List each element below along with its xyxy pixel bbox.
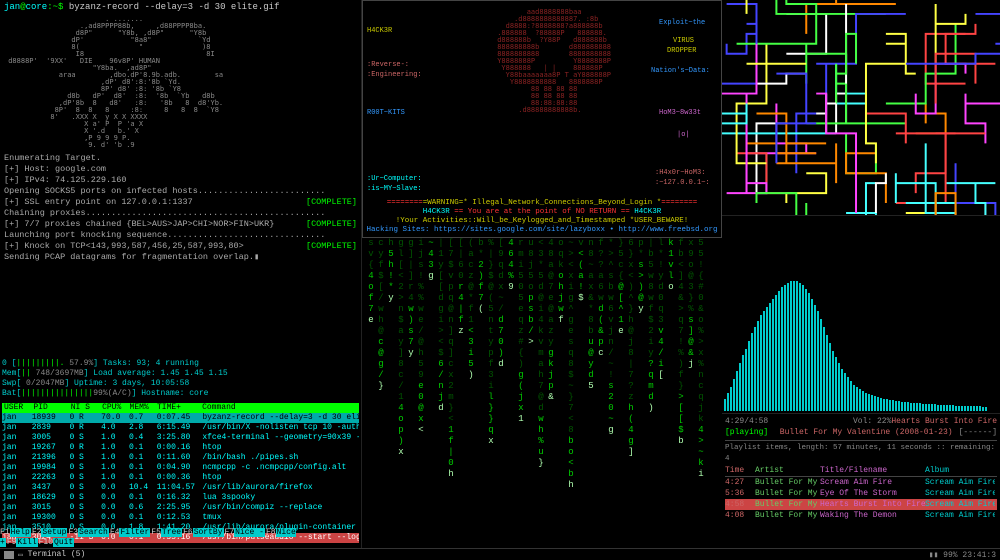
menu-icon[interactable] — [4, 551, 14, 559]
process-row[interactable]: jan222630 S1.00.10:00.36htop — [2, 473, 359, 483]
music-status-header: 4:29/4:58Hearts Burst Into FireVol: 22% … — [725, 416, 997, 441]
ncmpcpp-pane[interactable]: 4:29/4:58Hearts Burst Into FireVol: 22% … — [722, 414, 1000, 548]
process-row[interactable]: jan30050 S1.00.43:25.80xfce4-terminal --… — [2, 433, 359, 443]
ansi-label: :~127.0.0.1~: — [655, 179, 710, 187]
process-row[interactable]: jan213960 S1.00.10:11.60/bin/bash ./pipe… — [2, 453, 359, 463]
audio-visualizer — [722, 216, 1000, 414]
ansi-label: DROPPER — [667, 47, 696, 55]
ansi-label: R00T~KITS — [367, 109, 405, 117]
process-row[interactable]: jan34370 S0.010.411:04.57/usr/lib/aurora… — [2, 483, 359, 493]
ansi-label: :Ur~Computer: — [367, 175, 422, 183]
track-row[interactable]: 4:08Bullet For MyWaking The DemonScream … — [725, 510, 997, 521]
ansi-label: |o| — [677, 131, 690, 139]
track-row[interactable]: 4:58Bullet For MyHearts Burst Into FireS… — [725, 499, 997, 510]
ansi-label: :is~MY~Slave: — [367, 185, 422, 193]
process-row[interactable]: jan193000 S0.00.10:12.53tmux — [2, 513, 359, 523]
htop-process-list[interactable]: jan189390 R70.00.70:07.45byzanz-record -… — [2, 413, 359, 543]
command-text: byzanz-record --delay=3 -d 30 elite.gif — [69, 2, 280, 12]
ansi-label: Exploit~the — [659, 19, 705, 27]
ascii-skull: aad8888888baa .d8888888888887. :8b d8888… — [493, 9, 611, 114]
playlist-header: Time Artist Title/Filename Album — [725, 465, 997, 477]
ansi-label: :Reverse-: — [367, 61, 409, 69]
process-row[interactable]: jan192670 R1.00.10:00.16htop — [2, 443, 359, 453]
ansi-label: H4CK3R — [367, 27, 392, 35]
process-row[interactable]: jan186290 S0.00.10:16.32lua 3spooky — [2, 493, 359, 503]
ansi-label: HoM3~8w33t — [659, 109, 701, 117]
taskbar-tray[interactable]: ▮▮ 99% 23:41:3 — [929, 550, 996, 560]
taskbar[interactable]: ▭ Terminal (5) ▮▮ 99% 23:41:3 — [0, 548, 1000, 560]
htop-header-row: USERPIDNI SCPU%MEM%TIME+Command — [2, 403, 359, 413]
taskbar-terminal-button[interactable]: Terminal (5) — [28, 550, 86, 559]
warning-banner: =========WARNING=* Illegal_Network_Conne… — [365, 199, 719, 235]
window-list-icon[interactable]: ▭ — [18, 550, 23, 560]
ansi-label: :Engineering: — [367, 71, 422, 79]
track-row[interactable]: 5:36Bullet For MyEye Of The StormScream … — [725, 488, 997, 499]
prompt-user: jan — [4, 2, 20, 12]
ascii-art-deer: . ....... .,ad8PPPP88b, ,d88PPPP8ba. d8P… — [4, 16, 357, 149]
track-row[interactable]: 4:27Bullet For MyScream Aim FireScream A… — [725, 477, 997, 488]
playlist-info: Playlist items, length: 57 minutes, 11 s… — [725, 443, 997, 465]
playlist-tracks[interactable]: 4:27Bullet For MyScream Aim FireScream A… — [725, 477, 997, 521]
htop-pane[interactable]: 0 [|||||||||. 57.9%] Tasks: 93; 4 runnin… — [0, 358, 361, 548]
pipes-pane — [722, 0, 1000, 216]
ansi-label: VIRUS — [673, 37, 694, 45]
process-row[interactable]: jan199840 S1.00.10:04.90ncmpcpp -c .ncmp… — [2, 463, 359, 473]
htop-fnkeys[interactable]: F1HelpF2SetupF3SearchF4FilterF5TreeF6Sor… — [0, 528, 361, 548]
ansi-label: :H4x0r~HoM3: — [655, 169, 705, 177]
terminal-pane[interactable]: jan@core:~$ byzanz-record --delay=3 -d 3… — [0, 0, 361, 358]
process-row[interactable]: jan189390 R70.00.70:07.45byzanz-record -… — [2, 413, 359, 423]
process-row[interactable]: jan28390 R4.02.86:15.49/usr/bin/X -nolis… — [2, 423, 359, 433]
prompt-host: core — [26, 2, 48, 12]
ansi-art-pane: aad8888888baa .d8888888888887. :8b d8888… — [362, 0, 722, 238]
matrix-rain-pane: sv{4of7ecyf$[/wh@c@g/}h5h!*ygl[<2>n$ay]8… — [362, 238, 722, 548]
process-row[interactable]: jan30150 S0.00.62:25.95/usr/bin/compiz -… — [2, 503, 359, 513]
shell-prompt: jan@core:~$ byzanz-record --delay=3 -d 3… — [4, 2, 357, 12]
hacking-output: Enumerating Target.[+] Host: google.com[… — [4, 153, 357, 263]
ansi-label: Nation's~Data: — [651, 67, 710, 75]
htop-meters: 0 [|||||||||. 57.9%] Tasks: 93; 4 runnin… — [2, 359, 359, 399]
